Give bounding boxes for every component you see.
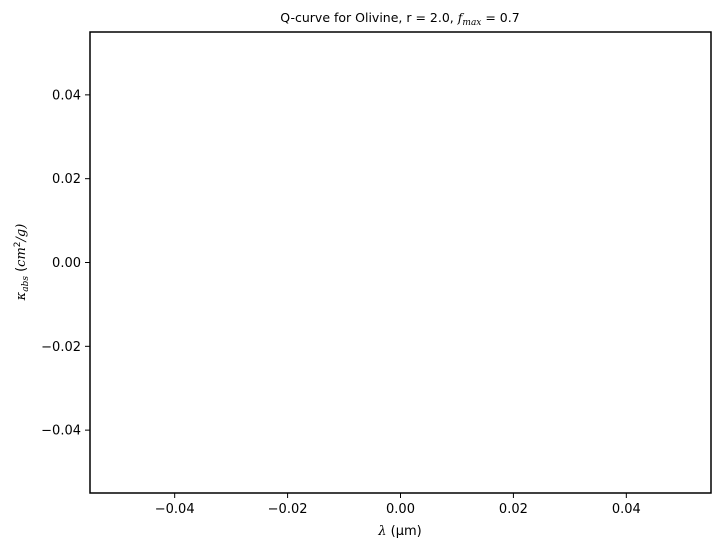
- x-axis-label: λ (μm): [377, 524, 421, 539]
- y-axis-label-kappa: κ: [14, 291, 29, 301]
- y-axis: −0.04 −0.02 0.00 0.02 0.04: [41, 88, 90, 439]
- x-tick-label: 0.00: [386, 502, 415, 517]
- y-tick-label: −0.04: [41, 424, 81, 439]
- x-tick-label: −0.04: [155, 502, 195, 517]
- y-axis-label-open: (: [14, 267, 29, 276]
- chart-title-f: f: [457, 10, 465, 25]
- chart-title-suffix: = 0.7: [481, 10, 519, 25]
- y-tick-label: 0.04: [52, 88, 81, 103]
- y-tick-label: −0.02: [41, 340, 81, 355]
- chart-title-prefix: Q-curve for Olivine, r = 2.0,: [280, 10, 457, 25]
- x-tick-label: 0.02: [499, 502, 528, 517]
- x-axis-label-unit: (μm): [387, 524, 422, 539]
- x-tick-label: −0.02: [268, 502, 308, 517]
- y-axis-label-kappa-sub: abs: [21, 276, 31, 292]
- x-axis-label-symbol: λ: [377, 524, 386, 539]
- y-axis-label-cm: cm: [14, 247, 29, 267]
- y-axis-label-exp: 2: [13, 241, 23, 247]
- y-tick-label: 0.02: [52, 172, 81, 187]
- y-tick-label: 0.00: [52, 256, 81, 271]
- chart-title-f-sub: max: [462, 18, 481, 28]
- chart-title: Q-curve for Olivine, r = 2.0, fmax = 0.7: [280, 10, 519, 28]
- y-axis-label-rest: /g): [14, 224, 29, 244]
- x-tick-label: 0.04: [612, 502, 641, 517]
- y-axis-label: κabs (cm2/g): [13, 224, 31, 302]
- x-axis: −0.04 −0.02 0.00 0.02 0.04: [155, 493, 641, 517]
